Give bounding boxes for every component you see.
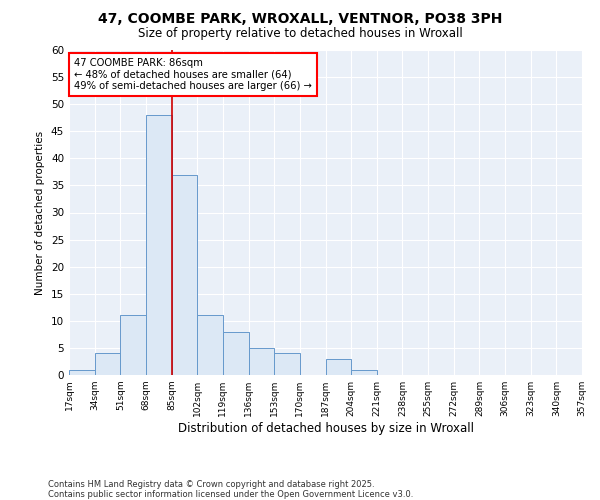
Bar <box>274 354 300 375</box>
Y-axis label: Number of detached properties: Number of detached properties <box>35 130 46 294</box>
Text: Size of property relative to detached houses in Wroxall: Size of property relative to detached ho… <box>137 27 463 40</box>
Bar <box>95 354 120 375</box>
Bar <box>197 316 223 375</box>
Bar <box>248 348 274 375</box>
Text: Contains HM Land Registry data © Crown copyright and database right 2025.
Contai: Contains HM Land Registry data © Crown c… <box>48 480 413 499</box>
Bar <box>223 332 248 375</box>
Bar <box>146 115 172 375</box>
X-axis label: Distribution of detached houses by size in Wroxall: Distribution of detached houses by size … <box>178 422 473 435</box>
Text: 47 COOMBE PARK: 86sqm
← 48% of detached houses are smaller (64)
49% of semi-deta: 47 COOMBE PARK: 86sqm ← 48% of detached … <box>74 58 312 92</box>
Bar <box>120 316 146 375</box>
Bar <box>172 174 197 375</box>
Bar <box>325 359 351 375</box>
Text: 47, COOMBE PARK, WROXALL, VENTNOR, PO38 3PH: 47, COOMBE PARK, WROXALL, VENTNOR, PO38 … <box>98 12 502 26</box>
Bar <box>69 370 95 375</box>
Bar <box>351 370 377 375</box>
